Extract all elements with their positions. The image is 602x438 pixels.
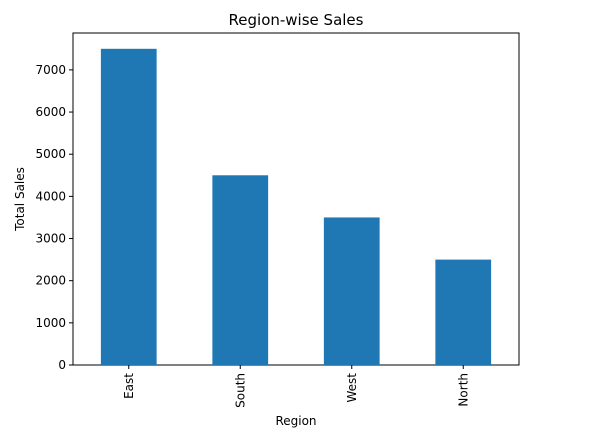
y-tick-label: 5000 — [35, 147, 66, 161]
x-tick-label: East — [122, 373, 136, 399]
x-tick-label: South — [233, 373, 247, 408]
x-tick-label: West — [345, 373, 359, 403]
bar-south — [212, 175, 269, 365]
plot-area-frame — [72, 32, 520, 366]
bars-group — [100, 48, 492, 366]
bar-west — [323, 217, 380, 365]
y-tick-label: 0 — [58, 358, 66, 372]
y-tick-label: 3000 — [35, 232, 66, 246]
bar-east — [100, 48, 157, 366]
y-axis: 0 1000 2000 3000 4000 5000 6000 7000 — [35, 63, 73, 372]
y-tick-label: 2000 — [35, 274, 66, 288]
x-axis: East South West North — [122, 365, 470, 408]
x-axis-label: Region — [275, 414, 316, 428]
y-tick-label: 4000 — [35, 189, 66, 203]
y-axis-label: Total Sales — [13, 167, 27, 232]
y-tick-label: 7000 — [35, 63, 66, 77]
bar-north — [435, 259, 492, 365]
y-tick-label: 6000 — [35, 105, 66, 119]
y-tick-label: 1000 — [35, 316, 66, 330]
chart-title: Region-wise Sales — [229, 11, 364, 29]
x-tick-label: North — [456, 373, 470, 407]
